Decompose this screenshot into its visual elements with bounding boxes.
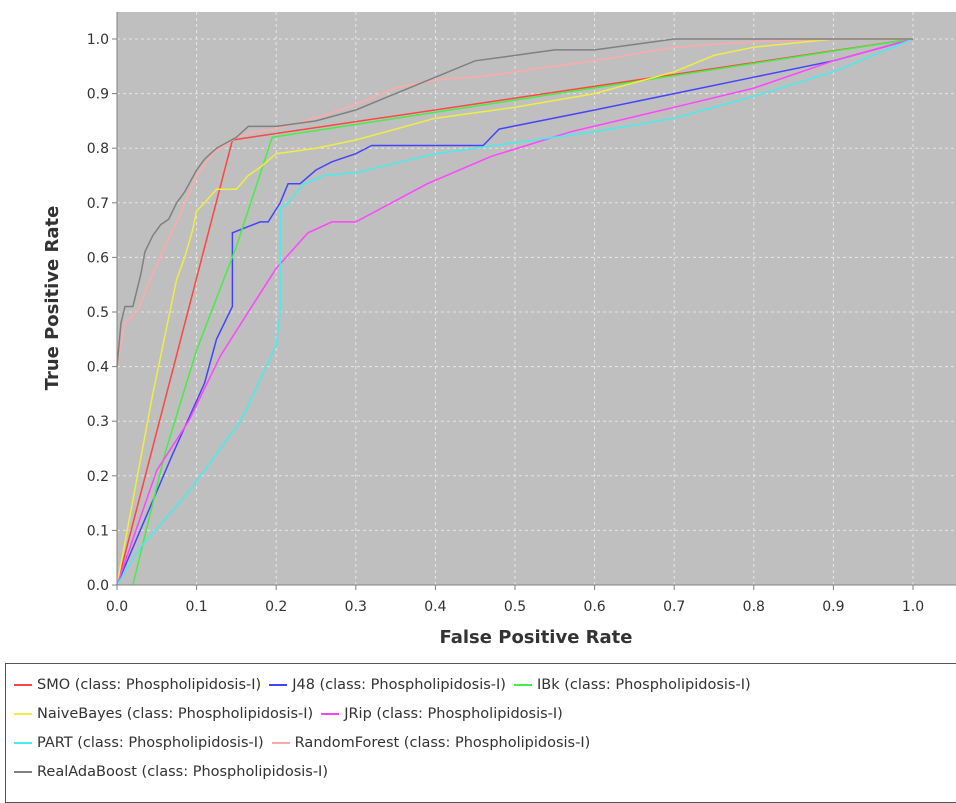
x-tick-label: 0.7: [663, 599, 685, 615]
legend-row: SMO (class: Phospholipidosis-I) J48 (clas…: [14, 670, 956, 699]
y-tick-label: 0.6: [87, 250, 109, 266]
legend-label: IBk (class: Phospholipidosis-I): [536, 676, 751, 693]
legend-swatch: [14, 712, 32, 715]
legend-label: J48 (class: Phospholipidosis-I): [292, 676, 506, 693]
x-tick-label: 0.3: [345, 599, 367, 615]
legend-swatch: [269, 683, 288, 686]
series-line-3: [116, 38, 913, 586]
legend-entry[interactable]: RandomForest (class: Phospholipidosis-I): [271, 734, 591, 751]
grid-lines: [117, 12, 956, 585]
y-tick-label: 0.4: [87, 360, 109, 376]
series-line-2: [132, 38, 914, 586]
axis-ticks: 0.0 0.1 0.2 0.3 0.4 0.5 0.6 0.7 0.8 0.9 1.0 0.0 0.1 0…: [87, 32, 924, 615]
x-tick-label: 0.1: [185, 599, 207, 615]
x-tick-label: 1.0: [902, 599, 924, 615]
series-line-1: [116, 38, 914, 586]
series-line-5: [116, 38, 914, 586]
legend-entry[interactable]: JRip (class: Phospholipidosis-I): [321, 706, 563, 722]
legend-label: NaiveBayes (class: Phospholipidosis-I): [37, 705, 314, 722]
series-lines: [116, 38, 914, 586]
legend-swatch: [321, 712, 340, 715]
legend-entry[interactable]: IBk (class: Phospholipidosis-I): [513, 676, 751, 693]
legend-entry[interactable]: SMO (class: Phospholipidosis-I): [14, 677, 261, 693]
legend-swatch: [513, 683, 532, 686]
y-tick-label: 0.5: [87, 305, 109, 321]
legend-swatch: [271, 741, 290, 744]
y-tick-label: 0.1: [87, 523, 109, 539]
x-tick-label: 0.9: [822, 599, 844, 615]
legend-label: SMO (class: Phospholipidosis-I): [37, 676, 262, 693]
plot-area: [117, 12, 956, 585]
legend-entry[interactable]: NaiveBayes (class: Phospholipidosis-I): [14, 706, 313, 722]
series-line-7: [116, 38, 913, 367]
y-tick-label: 0.3: [87, 414, 109, 430]
x-tick-label: 0.8: [743, 599, 765, 615]
x-tick-label: 0.4: [424, 599, 446, 615]
y-tick-label: 0.7: [87, 196, 109, 212]
legend-row: RealAdaBoost (class: Phospholipidosis-I): [14, 757, 956, 786]
legend-swatch: [14, 770, 32, 773]
y-tick-label: 1.0: [87, 32, 109, 48]
x-tick-label: 0.2: [265, 599, 287, 615]
y-tick-label: 0.9: [87, 87, 109, 103]
x-tick-label: 0.0: [106, 599, 128, 615]
x-axis-title: False Positive Rate: [440, 627, 633, 648]
legend-row: NaiveBayes (class: Phospholipidosis-I) JR…: [14, 699, 956, 728]
legend-label: JRip (class: Phospholipidosis-I): [344, 705, 563, 722]
legend-entry[interactable]: RealAdaBoost (class: Phospholipidosis-I): [14, 764, 328, 780]
legend-row: PART (class: Phospholipidosis-I) RandomFo…: [14, 728, 956, 757]
legend-label: RealAdaBoost (class: Phospholipidosis-I): [37, 763, 328, 780]
y-tick-label: 0.0: [87, 578, 109, 594]
series-line-4: [116, 38, 914, 586]
legend-entry[interactable]: J48 (class: Phospholipidosis-I): [269, 677, 506, 693]
legend-label: PART (class: Phospholipidosis-I): [37, 734, 264, 751]
y-tick-label: 0.2: [87, 469, 109, 485]
y-axis-title: True Positive Rate: [42, 206, 63, 391]
x-tick-label: 0.5: [504, 599, 526, 615]
legend-label: RandomForest (class: Phospholipidosis-I): [294, 734, 591, 751]
x-tick-label: 0.6: [583, 599, 605, 615]
legend-swatch: [14, 683, 32, 686]
legend: SMO (class: Phospholipidosis-I) J48 (clas…: [5, 663, 956, 803]
roc-chart: 0.0 0.1 0.2 0.3 0.4 0.5 0.6 0.7 0.8 0.9 1.0 0.0 0.1 0…: [42, 12, 956, 648]
y-tick-label: 0.8: [87, 141, 109, 157]
legend-swatch: [14, 741, 32, 744]
legend-entry[interactable]: PART (class: Phospholipidosis-I): [14, 735, 264, 751]
series-line-6: [116, 38, 913, 367]
